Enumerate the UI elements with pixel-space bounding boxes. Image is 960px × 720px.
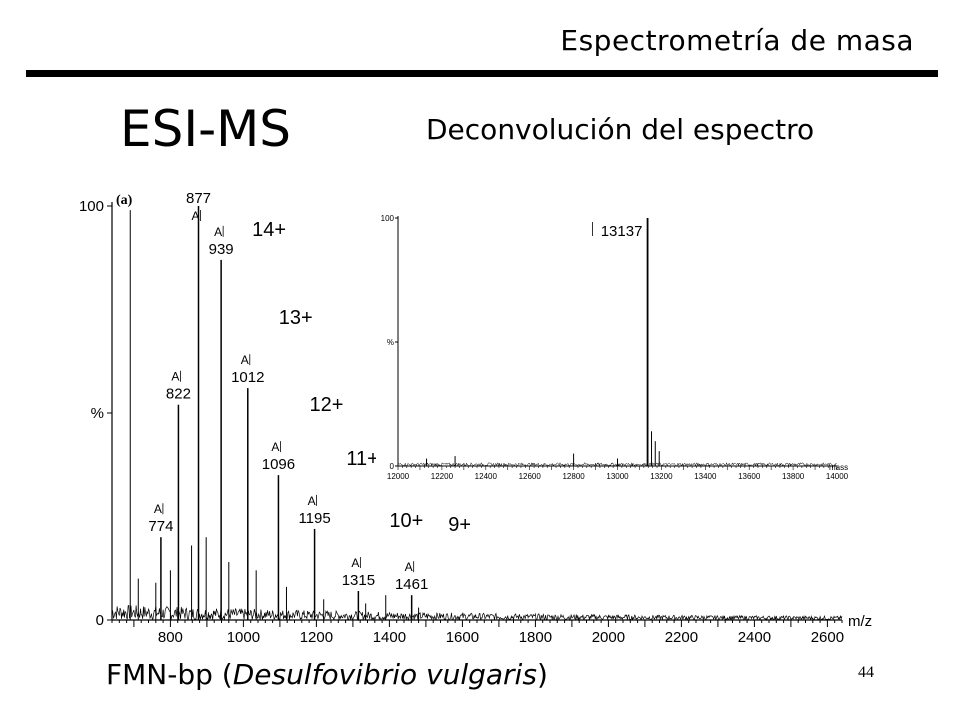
peak-label-1461: 1461 [395, 576, 428, 593]
inset-x-tick-label: 13600 [738, 472, 761, 481]
main-title: ESI-MS [120, 100, 291, 158]
y-tick-label: % [91, 405, 104, 422]
x-tick-label: 1000 [227, 629, 260, 646]
peak-marker: A [351, 556, 359, 570]
inset-x-tick-label: 12800 [562, 472, 585, 481]
x-tick-label: 2000 [592, 629, 625, 646]
panel-label: (a) [116, 193, 133, 208]
peak-marker: A [171, 370, 179, 384]
y-tick-label: 100 [79, 198, 104, 215]
page-number: 44 [858, 664, 874, 681]
peak-marker: A [271, 440, 279, 454]
x-tick-label: 1400 [373, 629, 406, 646]
x-tick-label: 1200 [300, 629, 333, 646]
inset-x-tick-label: 12200 [431, 472, 454, 481]
peak-marker: A [154, 502, 162, 516]
baseline-noise [111, 604, 843, 622]
charge-state-12+: 12+ [309, 394, 343, 416]
peak-label-1012: 1012 [231, 369, 264, 386]
x-tick-label: 1800 [519, 629, 552, 646]
inset-x-tick-label: 13400 [694, 472, 717, 481]
y-tick-label: 0 [96, 612, 104, 629]
inset-x-axis-label: mass [829, 463, 848, 472]
inset-y-tick-label: 100 [381, 214, 395, 223]
subtitle: Deconvolución del espectro [426, 113, 815, 146]
footer-suffix: ) [536, 658, 548, 691]
peak-label-774: 774 [148, 518, 173, 535]
inset-x-tick-label: 14000 [826, 472, 849, 481]
header-rule [26, 70, 938, 77]
inset-y-tick-label: 0 [390, 462, 395, 471]
inset-x-tick-label: 13000 [606, 472, 629, 481]
footer-species: Desulfovibrio vulgaris [232, 658, 537, 691]
inset-x-tick-label: 13800 [782, 472, 805, 481]
x-tick-label: 800 [158, 629, 183, 646]
peak-label-1315: 1315 [342, 572, 375, 589]
inset-peak-label-13137: 13137 [601, 223, 643, 240]
peak-label-1096: 1096 [262, 456, 295, 473]
peak-label-822: 822 [166, 386, 191, 403]
charge-state-10+: 10+ [389, 510, 423, 532]
footer-caption: FMN-bp (Desulfovibrio vulgaris) [106, 658, 548, 691]
peak-label-939: 939 [209, 241, 234, 258]
inset-x-tick-label: 12600 [519, 472, 542, 481]
x-tick-label: 2200 [665, 629, 698, 646]
charge-state-14+: 14+ [252, 219, 286, 241]
footer-prefix: FMN-bp ( [106, 658, 233, 691]
charge-state-11+: 11+ [346, 448, 378, 470]
peak-marker: A [214, 225, 222, 239]
x-tick-label: 2600 [811, 629, 844, 646]
inset-background [376, 200, 874, 490]
charge-state-13+: 13+ [279, 307, 313, 329]
header-title: Espectrometría de masa [560, 24, 914, 57]
peak-label-877: 877 [186, 190, 211, 207]
peak-marker: A [191, 209, 199, 223]
x-tick-label: 1600 [446, 629, 479, 646]
x-tick-label: 2400 [738, 629, 771, 646]
inset-x-tick-label: 13200 [650, 472, 673, 481]
inset-y-tick-label: % [387, 338, 394, 347]
peak-marker: A [405, 560, 413, 574]
inset-x-tick-label: 12400 [475, 472, 498, 481]
peak-marker: A [241, 353, 249, 367]
x-axis-label: m/z [848, 613, 872, 630]
peak-marker: A [308, 494, 316, 508]
deconvoluted-mass-chart: 0% 100 12000 12200 12400 12600 12800 13000 13200… [376, 200, 874, 490]
inset-x-tick-label: 12000 [387, 472, 410, 481]
charge-state-9+: 9+ [448, 514, 471, 536]
peak-label-1195: 1195 [298, 510, 330, 527]
